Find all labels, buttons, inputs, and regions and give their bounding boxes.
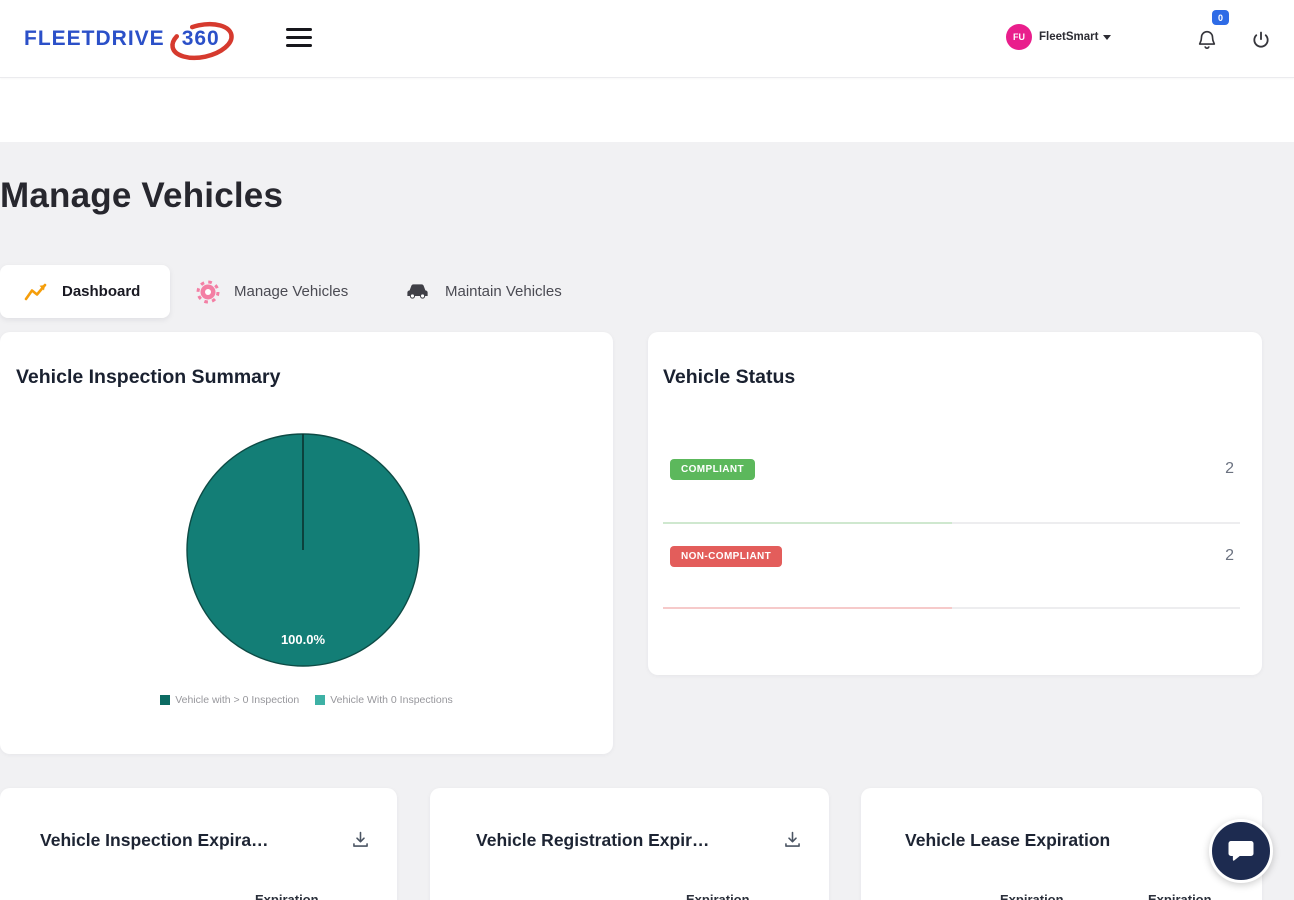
status-value-compliant: 2: [1225, 460, 1234, 477]
user-menu[interactable]: FU FleetSmart: [1006, 24, 1112, 50]
download-icon: [353, 831, 368, 847]
status-divider: [663, 522, 1240, 524]
avatar: FU: [1006, 24, 1032, 50]
tab-dashboard[interactable]: Dashboard: [0, 265, 170, 318]
card-title: Vehicle Lease Expiration: [905, 830, 1111, 850]
chevron-down-icon: [1103, 34, 1112, 40]
card-title: Vehicle Status: [663, 366, 796, 388]
notifications-button[interactable]: [1196, 26, 1222, 56]
vehicle-inspection-summary-card: Vehicle Inspection Summary 100.0% Vehicl…: [0, 332, 613, 754]
vehicle-inspection-expiration-card: Vehicle Inspection Expira… Expiration: [0, 788, 397, 900]
table-column-header: Expiration: [1000, 892, 1064, 900]
status-badge-non-compliant: NON-COMPLIANT: [670, 546, 783, 567]
vehicle-status-card: Vehicle Status COMPLIANT 2 NON-COMPLIANT…: [648, 332, 1262, 675]
download-icon: [785, 831, 800, 847]
chat-widget-button[interactable]: [1209, 819, 1273, 883]
status-value-non-compliant: 2: [1225, 547, 1234, 564]
logo-text: FLEETDRIVE: [24, 27, 165, 50]
legend-item: Vehicle with > 0 Inspection: [160, 694, 299, 706]
car-icon: [404, 278, 431, 305]
table-column-header: Expiration: [686, 892, 750, 900]
bell-icon: [1198, 30, 1216, 49]
pie-data-label: 100.0%: [281, 632, 326, 647]
card-title: Vehicle Registration Expir…: [476, 830, 710, 850]
card-title: Vehicle Inspection Expira…: [40, 830, 269, 850]
logo-swoosh-icon: [169, 21, 234, 61]
gear-icon: [196, 280, 220, 304]
legend-label: Vehicle With 0 Inspections: [330, 694, 453, 706]
top-navbar: FLEETDRIVE 360 FU FleetSmart 0: [0, 0, 1294, 78]
logout-button[interactable]: [1251, 30, 1271, 50]
legend-label: Vehicle with > 0 Inspection: [175, 694, 300, 706]
card-title: Vehicle Inspection Summary: [16, 366, 281, 388]
download-button[interactable]: [782, 829, 804, 851]
tab-manage-vehicles-label: Manage Vehicles: [234, 283, 349, 300]
tab-manage-vehicles[interactable]: Manage Vehicles: [186, 265, 381, 318]
table-column-header: Expiration: [255, 892, 319, 900]
notification-count-badge: 0: [1212, 10, 1229, 25]
inspection-pie-chart: 100.0%: [185, 432, 421, 668]
download-button[interactable]: [350, 829, 372, 851]
pie-legend: Vehicle with > 0 Inspection Vehicle With…: [0, 694, 613, 706]
subheader-band: [0, 79, 1294, 142]
status-badge-compliant: COMPLIANT: [670, 459, 756, 480]
line-chart-icon: [24, 281, 48, 303]
chat-bubble-icon: [1228, 841, 1254, 861]
menu-hamburger-icon[interactable]: [286, 28, 312, 50]
logo-360-mark: 360: [169, 21, 234, 61]
tab-dashboard-label: Dashboard: [62, 283, 141, 300]
app-logo[interactable]: FLEETDRIVE 360: [24, 19, 234, 61]
legend-swatch: [160, 695, 171, 705]
table-column-header: Expiration: [1148, 892, 1212, 900]
user-name-label: FleetSmart: [1039, 31, 1099, 43]
tab-maintain-vehicles[interactable]: Maintain Vehicles: [394, 265, 599, 318]
power-icon: [1253, 31, 1269, 48]
vehicle-registration-expiration-card: Vehicle Registration Expir… Expiration: [430, 788, 829, 900]
page-title: Manage Vehicles: [0, 176, 284, 215]
legend-item: Vehicle With 0 Inspections: [315, 694, 453, 706]
vehicle-lease-expiration-card: Vehicle Lease Expiration Expiration Expi…: [861, 788, 1262, 900]
status-divider: [663, 607, 1240, 609]
tab-maintain-vehicles-label: Maintain Vehicles: [445, 283, 562, 300]
legend-swatch: [315, 695, 326, 705]
